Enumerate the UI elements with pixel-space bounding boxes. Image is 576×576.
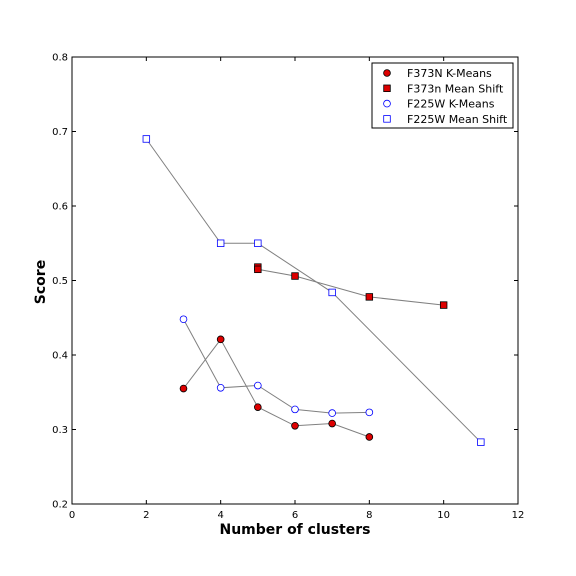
data-point-f225w-k-means bbox=[365, 408, 374, 417]
y-tick-label: 0.7 bbox=[52, 127, 68, 138]
data-point-f225w-mean-shift bbox=[142, 135, 151, 143]
data-point-f225w-mean-shift bbox=[216, 239, 225, 247]
data-point-f373n-mean-shift bbox=[254, 265, 262, 274]
legend-label: F225W Mean Shift bbox=[407, 113, 508, 126]
series-lines bbox=[145, 138, 482, 443]
x-tick-label: 0 bbox=[69, 510, 75, 521]
x-tick-label: 10 bbox=[437, 510, 450, 521]
y-tick-label: 0.6 bbox=[52, 202, 68, 213]
y-tick-label: 0.5 bbox=[52, 276, 68, 287]
data-point-f225w-k-means bbox=[254, 381, 262, 390]
data-point-f225w-mean-shift bbox=[328, 288, 336, 297]
x-tick-label: 2 bbox=[143, 510, 149, 521]
data-point-f373n-k-means bbox=[291, 421, 299, 430]
data-point-f225w-mean-shift bbox=[254, 239, 262, 247]
series-line-f225w-mean-shift bbox=[145, 138, 482, 443]
data-point-f373n-mean-shift bbox=[365, 293, 374, 301]
y-tick-label: 0.2 bbox=[52, 500, 68, 511]
legend-label: F373N K-Means bbox=[407, 67, 492, 80]
series-line-f373n-k-means bbox=[183, 338, 370, 438]
x-tick-label: 12 bbox=[512, 510, 525, 521]
x-axis-label: Number of clusters bbox=[220, 522, 371, 538]
series-line-f225w-k-means bbox=[183, 318, 370, 414]
axis-ticks: 0 2 4 6 8 10 12 0.2 0.3 0.4 0.5 0.6 0.7 0.8 bbox=[52, 53, 524, 522]
y-tick-label: 0.8 bbox=[52, 53, 68, 64]
y-tick-label: 0.3 bbox=[52, 425, 68, 436]
series-markers bbox=[142, 135, 485, 446]
data-point-f225w-k-means bbox=[291, 405, 299, 414]
series-line-f373n-mean-shift bbox=[257, 267, 444, 306]
data-point-f373n-k-means bbox=[328, 419, 336, 428]
legend-frame bbox=[371, 62, 514, 129]
data-point-f373n-k-means bbox=[179, 384, 188, 393]
x-tick-label: 8 bbox=[366, 510, 372, 521]
legend-marker bbox=[383, 115, 391, 123]
legend: F373N K-Means F373n Mean Shift F225W K-Mea… bbox=[371, 62, 514, 129]
data-point-f373n-k-means bbox=[365, 433, 374, 441]
data-point-f373n-mean-shift bbox=[439, 301, 448, 309]
data-point-f225w-k-means bbox=[328, 409, 336, 417]
data-point-f225w-mean-shift bbox=[477, 438, 485, 446]
data-point-f373n-k-means bbox=[254, 403, 262, 411]
y-tick-label: 0.4 bbox=[52, 351, 68, 362]
data-point-f373n-mean-shift bbox=[291, 272, 299, 280]
data-point-f373n-k-means bbox=[216, 335, 225, 344]
legend-marker bbox=[383, 69, 391, 77]
legend-label: F225W K-Means bbox=[407, 98, 495, 111]
legend-marker bbox=[383, 99, 391, 108]
y-axis-label: Score bbox=[33, 260, 49, 304]
legend-label: F373n Mean Shift bbox=[407, 82, 504, 95]
x-tick-label: 6 bbox=[292, 510, 298, 521]
data-point-f225w-k-means bbox=[216, 383, 225, 392]
legend-marker bbox=[383, 84, 391, 92]
data-point-f225w-k-means bbox=[179, 315, 188, 324]
x-tick-label: 4 bbox=[217, 510, 223, 521]
